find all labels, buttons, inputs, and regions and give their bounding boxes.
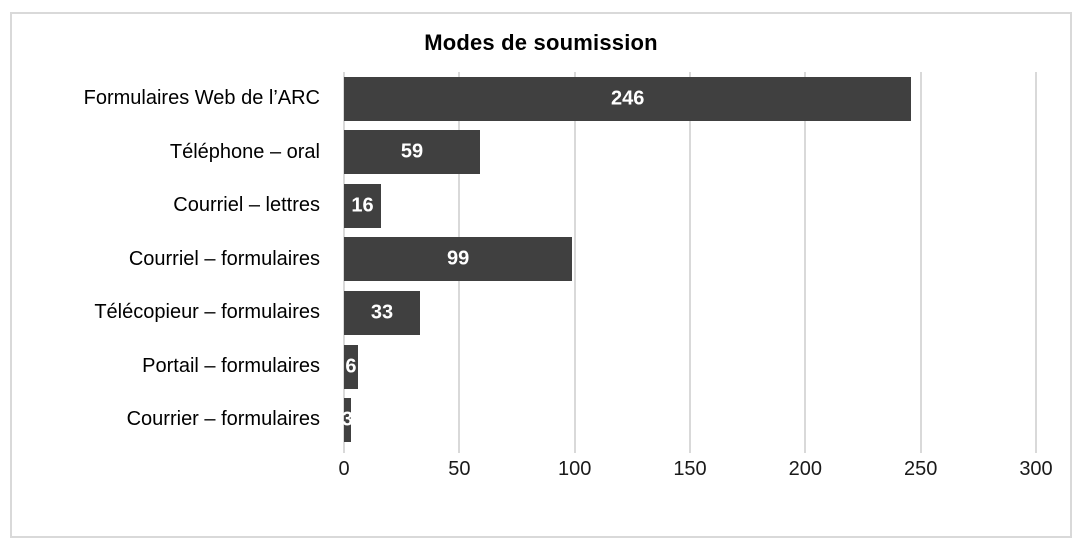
x-tick-label: 200 — [788, 458, 823, 480]
bar-row: 16 — [344, 179, 1036, 233]
gridline — [804, 72, 807, 447]
x-tick-label: 0 — [338, 458, 350, 480]
bar-row: 59 — [344, 126, 1036, 180]
bar-row: 3 — [341, 393, 1036, 447]
bar-row: 33 — [344, 286, 1036, 340]
bar: 16 — [344, 183, 381, 228]
bar-value-label: 99 — [447, 247, 470, 270]
category-label: Téléphone – oral — [169, 140, 320, 163]
gridline — [573, 72, 576, 447]
bar-value-label: 33 — [370, 301, 394, 324]
chart-title: Modes de soumission — [424, 30, 658, 55]
bar-row: 6 — [344, 340, 1036, 394]
tick-mark — [1035, 447, 1037, 453]
category-label: Portail – formulaires — [142, 354, 320, 377]
category-label: Télécopieur – formulaires — [94, 301, 320, 324]
tick-mark — [458, 447, 461, 453]
tick-mark — [689, 447, 691, 453]
gridline — [1035, 72, 1037, 447]
x-tick-label: 100 — [557, 458, 592, 480]
bar-value-label: 3 — [341, 408, 354, 431]
x-tick-label: 250 — [903, 458, 938, 480]
bar-value-label: 16 — [351, 194, 374, 217]
category-label: Formulaires Web de l’ARC — [83, 87, 320, 109]
category-label: Courrier – formulaires — [126, 408, 320, 431]
x-tick-label: 300 — [1019, 458, 1053, 480]
gridline — [919, 72, 922, 447]
tick-mark — [343, 447, 345, 453]
tick-mark — [919, 447, 922, 453]
bar: 59 — [344, 130, 481, 175]
plot-area: 246 59 16 99 33 6 3 — [341, 72, 1037, 453]
category-label: Courriel – formulaires — [128, 247, 320, 270]
gridline — [689, 72, 691, 447]
bar: 99 — [344, 237, 573, 282]
category-label: Courriel – lettres — [173, 194, 320, 217]
category-axis: Formulaires Web de l’ARC Téléphone – oral… — [12, 72, 332, 447]
bar: 33 — [344, 291, 421, 336]
tick-mark — [804, 447, 807, 453]
bar: 6 — [344, 344, 358, 389]
x-tick-label: 50 — [448, 458, 471, 480]
bar: 3 — [341, 398, 354, 443]
bar-value-label: 6 — [345, 355, 357, 378]
x-tick-label: 150 — [673, 458, 707, 480]
bar-value-label: 59 — [400, 140, 424, 163]
bar-row: 246 — [344, 72, 1036, 126]
bar-row: 99 — [344, 233, 1036, 287]
bar-value-label: 246 — [611, 87, 645, 110]
value-axis: 0 50 100 150 200 250 300 — [338, 458, 1052, 486]
bar: 246 — [344, 76, 912, 121]
tick-mark — [573, 447, 576, 453]
